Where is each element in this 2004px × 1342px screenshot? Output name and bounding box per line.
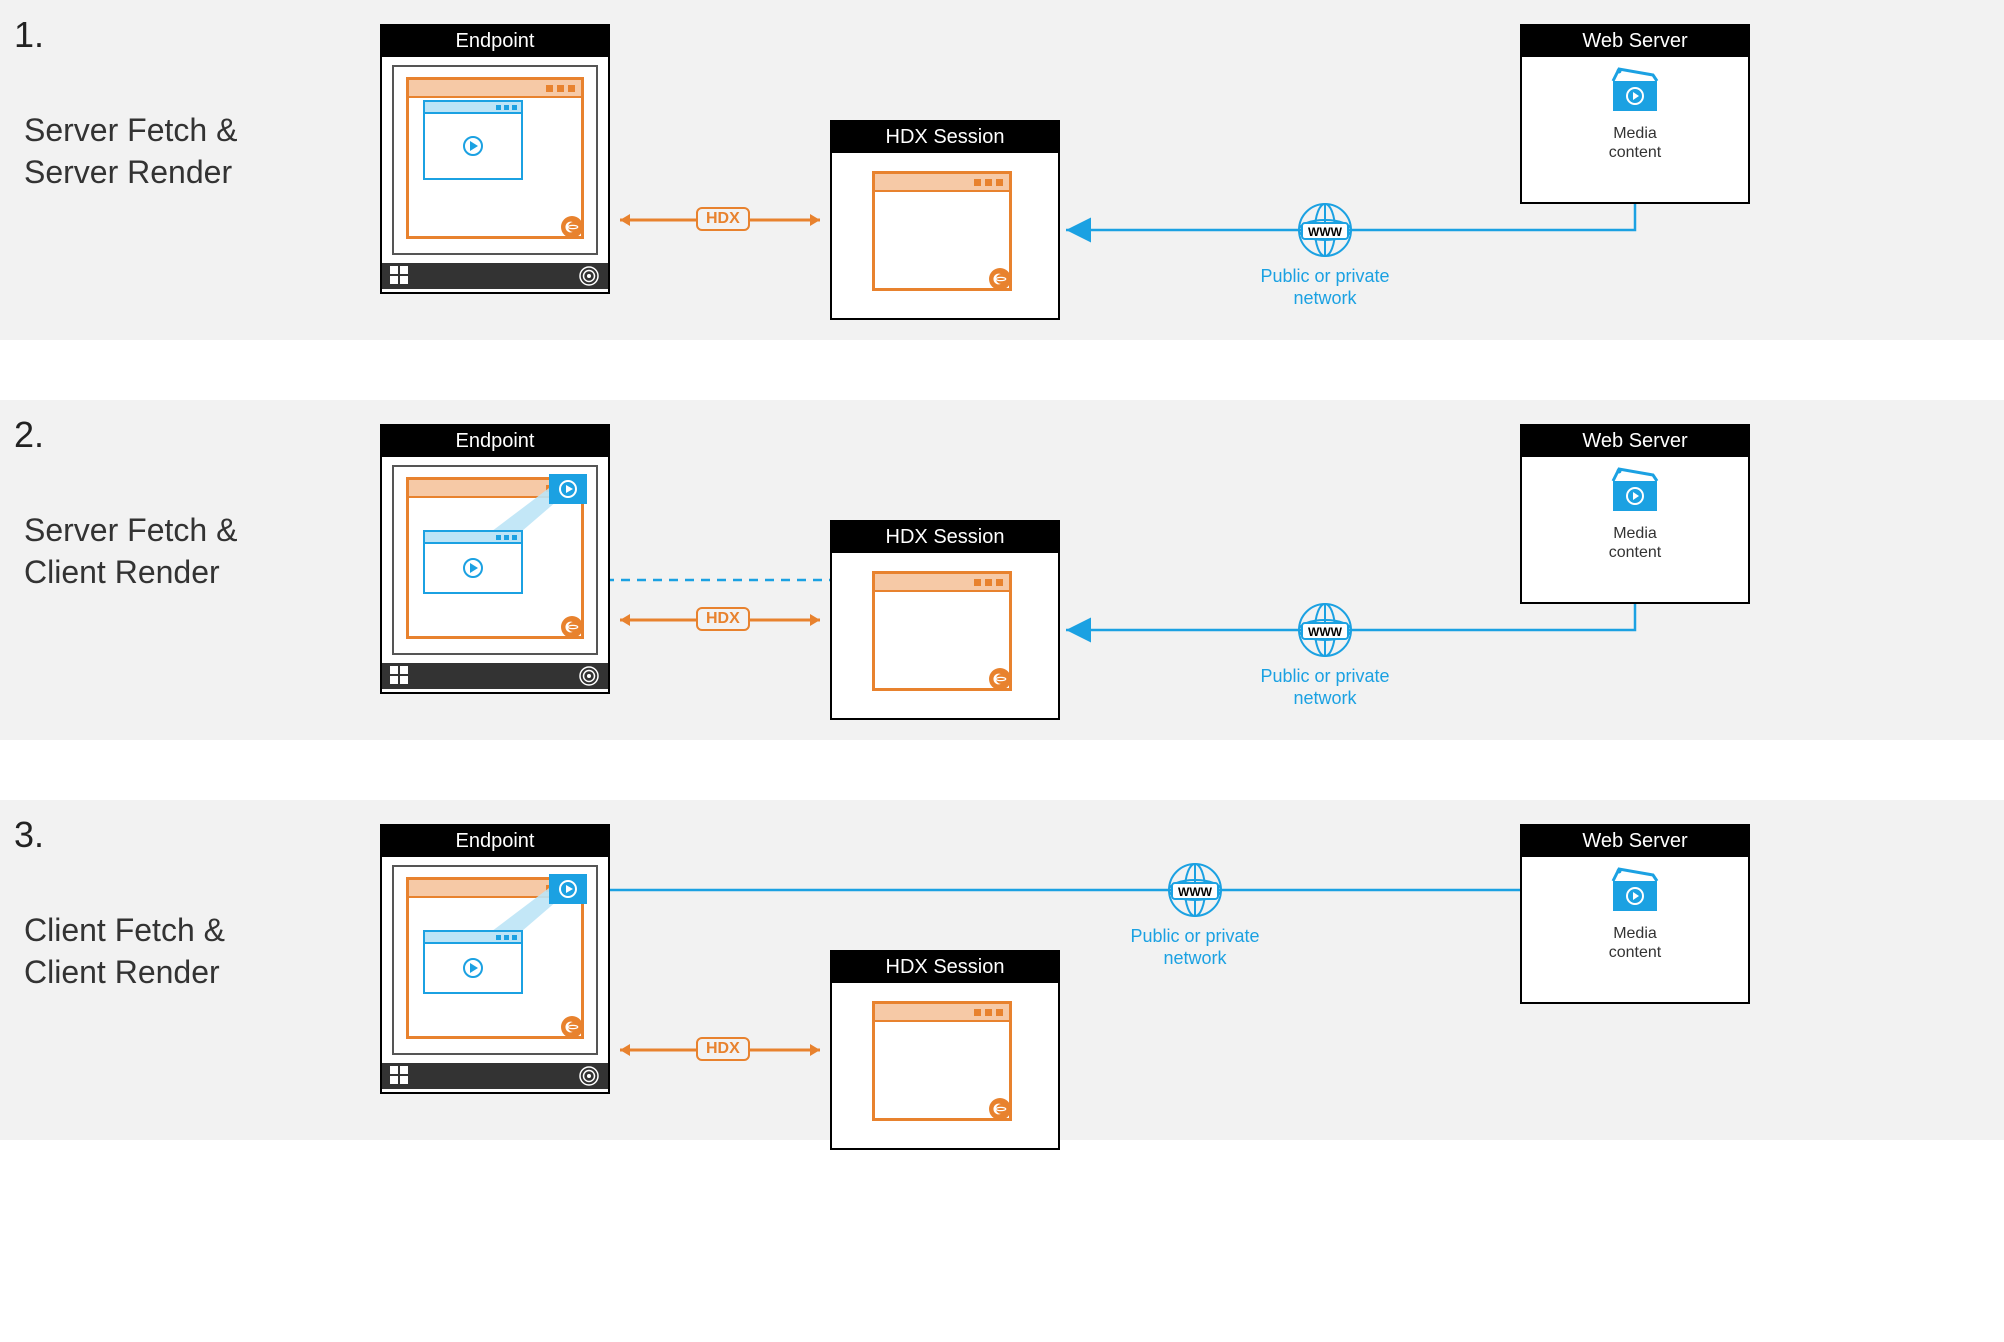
hdx-header: HDX Session: [832, 122, 1058, 153]
ie-icon: [989, 668, 1011, 690]
windows-icon: [390, 266, 410, 286]
scenario-title: Client Fetch & Client Render: [24, 910, 324, 993]
ie-icon: [561, 1016, 583, 1038]
media-content-label: Mediacontent: [1522, 524, 1748, 562]
hdx-header: HDX Session: [832, 952, 1058, 983]
windows-icon: [390, 1066, 410, 1086]
endpoint-taskbar: [382, 263, 608, 289]
scenario-panel-3: 3. Client Fetch & Client Render Endpoint: [0, 800, 2004, 1140]
endpoint-box: Endpoint: [380, 24, 610, 294]
endpoint-screen: [392, 465, 598, 655]
www-globe: WWW: [1160, 860, 1230, 925]
www-globe: WWW: [1290, 200, 1360, 265]
media-thumbnail: [549, 874, 587, 904]
web-server-box: Web Server Mediacontent: [1520, 424, 1750, 604]
windows-icon: [390, 666, 410, 686]
media-content-icon: [1603, 867, 1667, 920]
receiver-icon: [578, 1065, 600, 1087]
endpoint-header: Endpoint: [382, 826, 608, 857]
play-icon: [463, 958, 483, 978]
media-content-label: Mediacontent: [1522, 124, 1748, 162]
hdx-header: HDX Session: [832, 522, 1058, 553]
scenario-panel-1: 1. Server Fetch & Server Render Endpoint: [0, 0, 2004, 340]
endpoint-header: Endpoint: [382, 26, 608, 57]
endpoint-taskbar: [382, 1063, 608, 1089]
media-thumbnail: [549, 474, 587, 504]
ie-icon: [989, 268, 1011, 290]
play-icon: [463, 558, 483, 578]
receiver-icon: [578, 665, 600, 687]
scenario-title: Server Fetch & Client Render: [24, 510, 324, 593]
scenario-panel-2: 2. Server Fetch & Client Render Endpoint: [0, 400, 2004, 740]
endpoint-media-window: [423, 530, 523, 594]
hdx-session-box: HDX Session: [830, 950, 1060, 1150]
endpoint-taskbar: [382, 663, 608, 689]
endpoint-browser-window: [406, 77, 584, 239]
network-label: Public or privatenetwork: [1120, 926, 1270, 969]
receiver-icon: [578, 265, 600, 287]
web-server-header: Web Server: [1522, 826, 1748, 857]
hdx-session-box: HDX Session: [830, 120, 1060, 320]
web-server-box: Web Server Mediacontent: [1520, 824, 1750, 1004]
endpoint-browser-window: [406, 877, 584, 1039]
endpoint-browser-window: [406, 477, 584, 639]
www-globe: WWW: [1290, 600, 1360, 665]
network-label: Public or privatenetwork: [1250, 666, 1400, 709]
scenario-number: 1.: [14, 14, 44, 56]
endpoint-box: Endpoint: [380, 424, 610, 694]
hdx-badge: HDX: [696, 1037, 750, 1061]
ie-icon: [561, 216, 583, 238]
svg-text:WWW: WWW: [1308, 625, 1343, 639]
hdx-badge: HDX: [696, 607, 750, 631]
media-content-icon: [1603, 67, 1667, 120]
scenario-title: Server Fetch & Server Render: [24, 110, 324, 193]
network-label: Public or privatenetwork: [1250, 266, 1400, 309]
web-server-box: Web Server Mediacontent: [1520, 24, 1750, 204]
hdx-session-box: HDX Session: [830, 520, 1060, 720]
endpoint-screen: [392, 65, 598, 255]
ie-icon: [989, 1098, 1011, 1120]
endpoint-media-window: [423, 930, 523, 994]
svg-text:WWW: WWW: [1178, 885, 1213, 899]
play-icon: [463, 136, 483, 156]
ie-icon: [561, 616, 583, 638]
media-content-icon: [1603, 467, 1667, 520]
hdx-browser-window: [872, 171, 1012, 291]
endpoint-header: Endpoint: [382, 426, 608, 457]
hdx-browser-window: [872, 571, 1012, 691]
hdx-browser-window: [872, 1001, 1012, 1121]
endpoint-screen: [392, 865, 598, 1055]
web-server-header: Web Server: [1522, 426, 1748, 457]
web-server-header: Web Server: [1522, 26, 1748, 57]
hdx-badge: HDX: [696, 207, 750, 231]
scenario-number: 3.: [14, 814, 44, 856]
media-content-label: Mediacontent: [1522, 924, 1748, 962]
endpoint-media-window: [423, 100, 523, 180]
svg-text:WWW: WWW: [1308, 225, 1343, 239]
scenario-number: 2.: [14, 414, 44, 456]
endpoint-box: Endpoint: [380, 824, 610, 1094]
